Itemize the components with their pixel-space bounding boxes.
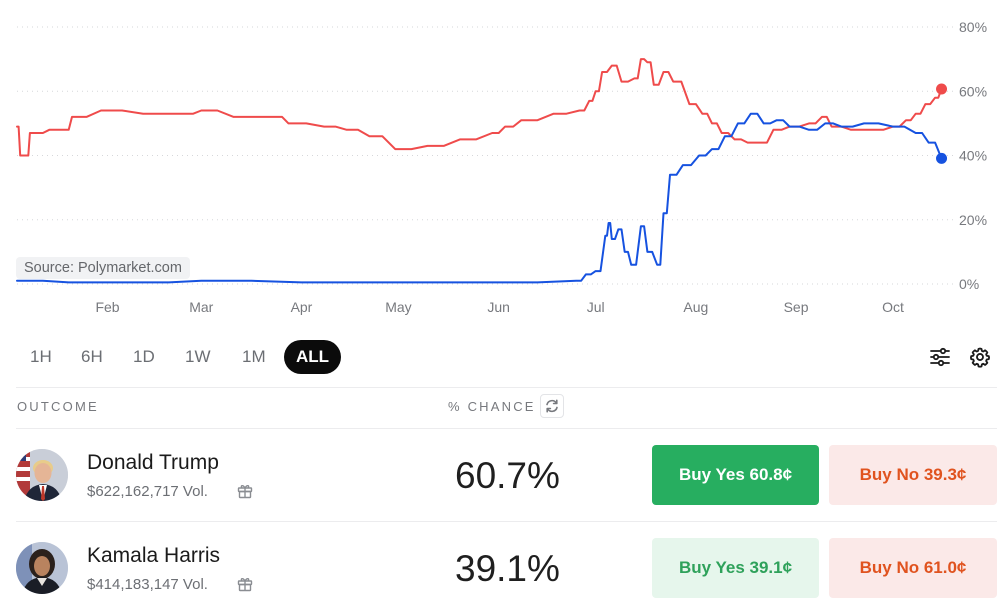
range-1h-button[interactable]: 1H <box>30 347 52 366</box>
y-tick-label: 20% <box>959 212 987 228</box>
gift-icon[interactable] <box>236 482 254 500</box>
outcome-volume: $622,162,717 Vol. <box>87 483 208 500</box>
series-endpoint-trump <box>936 83 948 95</box>
sliders-icon[interactable] <box>929 346 951 368</box>
gift-icon[interactable] <box>236 575 254 593</box>
series-line-harris <box>16 112 943 284</box>
y-tick-label: 0% <box>959 276 979 292</box>
x-tick-label: Aug <box>683 299 708 315</box>
buy-no-button[interactable]: Buy No 39.3¢ <box>829 445 997 505</box>
range-1m-button[interactable]: 1M <box>242 347 266 366</box>
range-all-button[interactable]: ALL <box>284 340 342 374</box>
outcome-row-harris[interactable]: Kamala Harris $414,183,147 Vol. 39.1% Bu… <box>0 522 1007 605</box>
x-tick-label: Apr <box>291 299 313 315</box>
x-axis: Feb Mar Apr May Jun Jul Aug Sep Oct <box>95 299 904 315</box>
x-tick-label: Mar <box>189 299 213 315</box>
chance-header: % CHANCE <box>448 399 536 414</box>
outcome-chance: 60.7% <box>455 455 560 496</box>
chart-series <box>16 58 948 284</box>
buy-yes-button[interactable]: Buy Yes 39.1¢ <box>652 538 819 598</box>
avatar <box>16 449 68 501</box>
y-axis: 0% 20% 40% 60% 80% <box>959 19 987 292</box>
range-1d-button[interactable]: 1D <box>133 347 155 366</box>
series-endpoint-harris <box>936 152 948 164</box>
divider <box>16 521 997 522</box>
candidate-photo-icon <box>16 449 68 501</box>
outcome-volume: $414,183,147 Vol. <box>87 576 208 593</box>
outcome-header: OUTCOME <box>17 399 99 414</box>
candidate-photo-icon <box>16 542 68 594</box>
price-chart[interactable]: 0% 20% 40% 60% 80% Feb Mar Apr May Jun Jul Aug Sep O… <box>0 0 1007 330</box>
source-label: Source: Polymarket.com <box>16 257 190 279</box>
buy-yes-button[interactable]: Buy Yes 60.8¢ <box>652 445 819 505</box>
buy-no-button[interactable]: Buy No 61.0¢ <box>829 538 997 598</box>
outcome-name: Kamala Harris <box>87 544 221 567</box>
x-tick-label: Feb <box>95 299 119 315</box>
outcome-name: Donald Trump <box>87 451 219 474</box>
y-tick-label: 60% <box>959 83 987 99</box>
refresh-icon <box>546 399 558 413</box>
x-tick-label: May <box>385 299 411 315</box>
avatar <box>16 542 68 594</box>
x-tick-label: Oct <box>882 299 904 315</box>
x-tick-label: Sep <box>784 299 809 315</box>
y-tick-label: 40% <box>959 148 987 164</box>
divider <box>16 428 997 429</box>
gear-icon[interactable] <box>969 346 991 368</box>
x-tick-label: Jun <box>487 299 510 315</box>
refresh-button[interactable] <box>540 394 564 418</box>
outcome-chance: 39.1% <box>455 548 560 589</box>
outcome-row-trump[interactable]: Donald Trump $622,162,717 Vol. 60.7% Buy… <box>0 429 1007 521</box>
range-6h-button[interactable]: 6H <box>81 347 103 366</box>
chart-canvas[interactable]: 0% 20% 40% 60% 80% Feb Mar Apr May Jun Jul Aug Sep O… <box>0 0 1007 330</box>
range-1w-button[interactable]: 1W <box>185 347 211 366</box>
divider <box>16 387 997 388</box>
time-range-selector: 1H 6H 1D 1W 1M ALL <box>18 340 990 374</box>
y-tick-label: 80% <box>959 19 987 35</box>
chart-grid <box>17 26 956 285</box>
series-line-trump <box>16 58 943 157</box>
x-tick-label: Jul <box>587 299 605 315</box>
